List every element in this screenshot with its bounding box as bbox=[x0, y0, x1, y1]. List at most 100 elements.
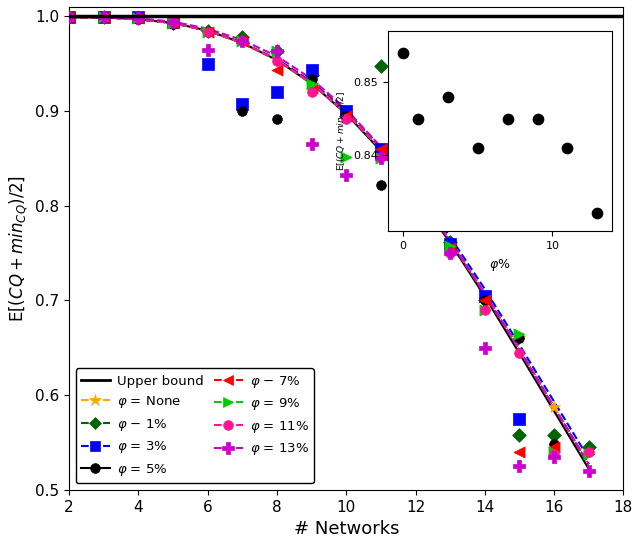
Point bbox=[133, 14, 143, 23]
Point bbox=[307, 66, 317, 75]
Point bbox=[549, 431, 559, 439]
Point bbox=[410, 194, 420, 203]
Point bbox=[272, 47, 282, 56]
Point bbox=[445, 239, 455, 248]
Point bbox=[307, 88, 317, 96]
Point bbox=[168, 18, 178, 27]
Point bbox=[410, 194, 420, 203]
Point bbox=[515, 334, 525, 343]
Point bbox=[64, 14, 74, 23]
Point bbox=[133, 15, 143, 23]
Point bbox=[168, 19, 178, 27]
Point bbox=[341, 114, 351, 123]
Point bbox=[64, 13, 74, 22]
Point bbox=[168, 19, 178, 27]
Point bbox=[99, 13, 109, 22]
Point bbox=[376, 144, 386, 153]
Point bbox=[237, 37, 248, 45]
Point bbox=[445, 244, 455, 253]
Point bbox=[515, 334, 525, 343]
Point bbox=[99, 13, 109, 22]
Point bbox=[480, 296, 490, 305]
Point bbox=[202, 27, 212, 36]
Point bbox=[237, 33, 248, 41]
Point bbox=[515, 414, 525, 423]
Point bbox=[307, 140, 317, 149]
Point bbox=[202, 26, 212, 35]
Point bbox=[515, 431, 525, 439]
Point bbox=[376, 61, 386, 70]
Point bbox=[445, 241, 455, 250]
Point bbox=[64, 13, 74, 22]
Point bbox=[202, 27, 212, 36]
Point bbox=[341, 112, 351, 120]
Point bbox=[515, 447, 525, 456]
Point bbox=[64, 13, 74, 22]
Point bbox=[341, 107, 351, 116]
X-axis label: # Networks: # Networks bbox=[294, 520, 399, 538]
Point bbox=[307, 75, 317, 83]
Point bbox=[168, 18, 178, 27]
Point bbox=[445, 244, 455, 253]
Point bbox=[480, 296, 490, 305]
Point bbox=[202, 46, 212, 55]
Point bbox=[99, 14, 109, 23]
Point bbox=[584, 447, 594, 456]
Point bbox=[307, 79, 317, 88]
Point bbox=[272, 57, 282, 65]
Point bbox=[376, 154, 386, 163]
Point bbox=[445, 238, 455, 246]
Point bbox=[272, 66, 282, 75]
Point bbox=[515, 462, 525, 470]
Point bbox=[133, 13, 143, 22]
Point bbox=[307, 71, 317, 80]
Point bbox=[445, 249, 455, 257]
Point bbox=[133, 14, 143, 23]
Point bbox=[168, 19, 178, 27]
Point bbox=[202, 27, 212, 36]
Point bbox=[584, 450, 594, 458]
Point bbox=[99, 13, 109, 22]
Point bbox=[99, 13, 109, 22]
Point bbox=[99, 13, 109, 22]
Point bbox=[237, 99, 248, 108]
Point bbox=[237, 37, 248, 45]
Point bbox=[549, 447, 559, 456]
Point bbox=[549, 440, 559, 449]
Point bbox=[133, 14, 143, 23]
Point bbox=[584, 443, 594, 452]
Point bbox=[237, 36, 248, 45]
Point bbox=[410, 194, 420, 203]
Point bbox=[64, 13, 74, 22]
Point bbox=[480, 296, 490, 305]
Point bbox=[272, 47, 282, 56]
Point bbox=[480, 343, 490, 352]
Point bbox=[549, 452, 559, 461]
Point bbox=[99, 13, 109, 22]
Point bbox=[64, 13, 74, 22]
Point bbox=[445, 249, 455, 257]
Point bbox=[272, 50, 282, 59]
Point bbox=[410, 192, 420, 201]
Point bbox=[480, 306, 490, 314]
Point bbox=[341, 112, 351, 120]
Point bbox=[480, 306, 490, 314]
Point bbox=[410, 192, 420, 201]
Point bbox=[133, 14, 143, 23]
Point bbox=[376, 152, 386, 161]
Point bbox=[376, 180, 386, 189]
Point bbox=[168, 18, 178, 27]
Point bbox=[237, 37, 248, 45]
Point bbox=[480, 292, 490, 300]
Point bbox=[272, 88, 282, 96]
Point bbox=[64, 13, 74, 22]
Point bbox=[341, 170, 351, 179]
Point bbox=[307, 84, 317, 93]
Point bbox=[168, 20, 178, 28]
Point bbox=[237, 37, 248, 45]
Legend: Upper bound, $\varphi$ = None, $\varphi$ $-$ 1%, $\varphi$ = 3%, $\varphi$ = 5%,: Upper bound, $\varphi$ = None, $\varphi$… bbox=[76, 368, 314, 483]
Point bbox=[410, 194, 420, 203]
Point bbox=[341, 112, 351, 120]
Point bbox=[549, 403, 559, 412]
Point bbox=[549, 450, 559, 458]
